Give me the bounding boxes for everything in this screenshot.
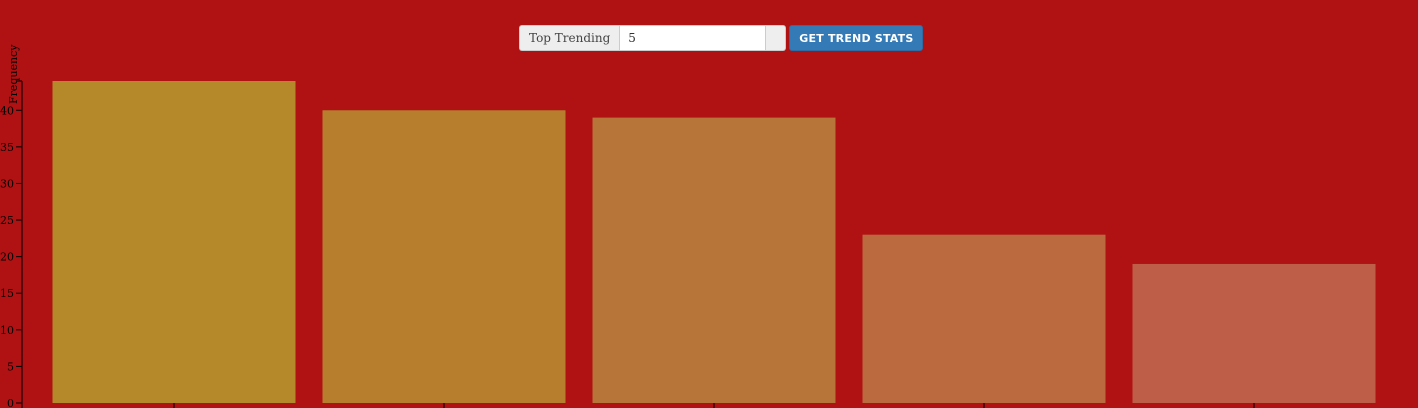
- bar: [592, 117, 836, 403]
- trend-count-input[interactable]: [619, 25, 767, 51]
- x-axis: [173, 403, 1255, 408]
- bar: [862, 234, 1106, 403]
- top-trending-label: Top Trending: [519, 25, 620, 51]
- y-tick-label: 35: [0, 141, 14, 154]
- y-axis: 0 5 10 15 20 25 30 35 40: [0, 80, 23, 408]
- y-tick-label: 40: [0, 104, 14, 117]
- bar: [1132, 263, 1376, 403]
- y-tick-label: 20: [0, 251, 14, 264]
- y-tick-label: 10: [0, 324, 14, 337]
- get-trend-stats-button[interactable]: GET TREND STATS: [789, 25, 924, 51]
- count-spinner[interactable]: [766, 25, 787, 51]
- y-axis-label: Frequency: [7, 44, 20, 104]
- y-tick-label: 5: [7, 360, 14, 373]
- y-tick-label: 30: [0, 177, 14, 190]
- bar: [52, 81, 296, 403]
- y-tick-label: 15: [0, 287, 14, 300]
- y-tick-label: 25: [0, 214, 14, 227]
- bars: [52, 81, 1376, 403]
- bar: [322, 110, 566, 403]
- trend-controls: Top Trending GET TREND STATS: [519, 25, 924, 51]
- y-tick-label: 0: [7, 397, 14, 408]
